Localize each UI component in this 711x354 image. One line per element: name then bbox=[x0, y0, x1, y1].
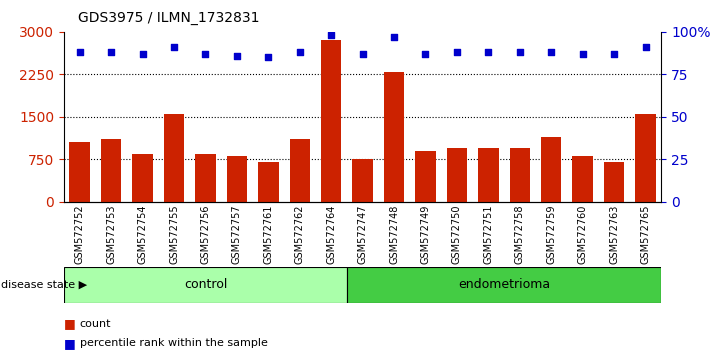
Point bbox=[545, 50, 557, 55]
Point bbox=[609, 51, 620, 57]
Point bbox=[514, 50, 525, 55]
Point bbox=[200, 51, 211, 57]
Bar bbox=[289, 139, 310, 202]
Text: GDS3975 / ILMN_1732831: GDS3975 / ILMN_1732831 bbox=[78, 11, 260, 25]
Text: control: control bbox=[183, 279, 227, 291]
Bar bbox=[510, 148, 530, 202]
Point bbox=[326, 33, 337, 38]
Bar bbox=[258, 162, 279, 202]
Point bbox=[483, 50, 494, 55]
Bar bbox=[196, 154, 215, 202]
Bar bbox=[164, 114, 184, 202]
Bar bbox=[227, 156, 247, 202]
Point bbox=[169, 44, 180, 50]
Text: disease state ▶: disease state ▶ bbox=[1, 280, 87, 290]
Bar bbox=[70, 142, 90, 202]
Point bbox=[231, 53, 242, 58]
Text: count: count bbox=[80, 319, 111, 329]
Point bbox=[577, 51, 588, 57]
Text: percentile rank within the sample: percentile rank within the sample bbox=[80, 338, 267, 348]
Point bbox=[640, 44, 651, 50]
Bar bbox=[636, 114, 656, 202]
Point bbox=[357, 51, 368, 57]
Point bbox=[262, 55, 274, 60]
Bar bbox=[353, 159, 373, 202]
Point bbox=[294, 50, 306, 55]
Point bbox=[137, 51, 149, 57]
Text: ■: ■ bbox=[64, 337, 76, 350]
Bar bbox=[604, 162, 624, 202]
Bar bbox=[384, 72, 405, 202]
Bar bbox=[572, 156, 593, 202]
Bar bbox=[132, 154, 153, 202]
Point bbox=[388, 34, 400, 40]
Bar bbox=[541, 137, 562, 202]
Bar bbox=[347, 267, 661, 303]
Bar bbox=[447, 148, 467, 202]
Bar bbox=[101, 139, 122, 202]
Text: endometrioma: endometrioma bbox=[458, 279, 550, 291]
Bar bbox=[415, 151, 436, 202]
Bar bbox=[321, 40, 341, 202]
Point bbox=[451, 50, 463, 55]
Text: ■: ■ bbox=[64, 318, 76, 330]
Bar bbox=[64, 267, 347, 303]
Bar bbox=[478, 148, 498, 202]
Point bbox=[419, 51, 431, 57]
Point bbox=[74, 50, 85, 55]
Point bbox=[105, 50, 117, 55]
